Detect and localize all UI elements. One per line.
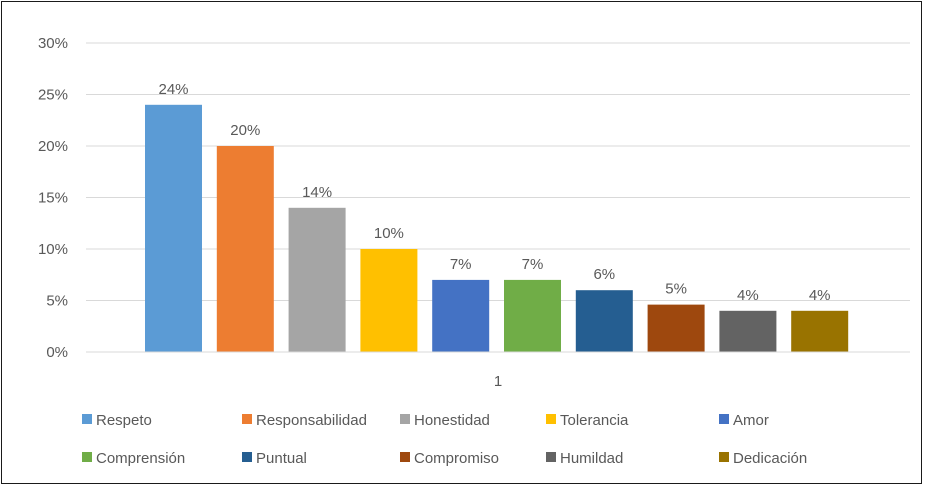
legend-swatch <box>546 414 556 424</box>
legend-swatch <box>82 414 92 424</box>
legend-swatch <box>242 452 252 462</box>
y-axis-ticks: 0% 5% 10% 15% 20% 25% 30% <box>38 35 68 361</box>
data-label: 7% <box>450 256 472 273</box>
legend-label: Dedicación <box>733 450 807 467</box>
data-label: 4% <box>809 287 831 304</box>
y-tick-label: 5% <box>46 293 68 310</box>
x-tick-label: 1 <box>494 373 502 390</box>
bar-puntual <box>575 290 633 352</box>
legend-label: Compromiso <box>414 450 499 467</box>
bar-tolerancia <box>360 249 418 352</box>
legend-label: Amor <box>733 412 769 429</box>
y-tick-label: 20% <box>38 138 68 155</box>
x-axis: 1 <box>86 351 910 390</box>
y-tick-label: 25% <box>38 87 68 104</box>
legend-swatch <box>400 452 410 462</box>
legend-item: Humildad <box>546 450 623 467</box>
gridlines <box>86 42 910 301</box>
legend-label: Comprensión <box>96 450 185 467</box>
y-tick-label: 10% <box>38 241 68 258</box>
data-label: 6% <box>593 266 615 283</box>
legend-label: Humildad <box>560 450 623 467</box>
legend-swatch <box>82 452 92 462</box>
legend-swatch <box>546 452 556 462</box>
bar-responsabilidad <box>216 146 274 352</box>
data-label: 7% <box>522 256 544 273</box>
y-tick-label: 0% <box>46 344 68 361</box>
legend-label: Honestidad <box>414 412 490 429</box>
bar-respeto <box>145 104 202 352</box>
data-label: 4% <box>737 287 759 304</box>
legend-label: Tolerancia <box>560 412 629 429</box>
legend-item: Tolerancia <box>546 412 629 429</box>
bar-compromiso <box>647 304 705 352</box>
bars <box>145 104 849 352</box>
data-label: 24% <box>158 81 188 98</box>
data-label: 10% <box>374 225 404 242</box>
legend-label: Puntual <box>256 450 307 467</box>
bar-humildad <box>719 310 777 352</box>
legend-label: Respeto <box>96 412 152 429</box>
legend-swatch <box>719 414 729 424</box>
legend-item: Compromiso <box>400 450 499 467</box>
bar-dedicación <box>791 310 849 352</box>
y-tick-label: 30% <box>38 35 68 52</box>
legend-swatch <box>242 414 252 424</box>
legend-item: Puntual <box>242 450 307 467</box>
legend-swatch <box>400 414 410 424</box>
data-label: 5% <box>665 281 687 298</box>
legend-item: Dedicación <box>719 450 807 467</box>
legend: Respeto Responsabilidad Honestidad Toleranc… <box>82 412 807 467</box>
legend-item: Comprensión <box>82 450 185 467</box>
y-tick-label: 15% <box>38 190 68 207</box>
legend-swatch <box>719 452 729 462</box>
bar-honestidad <box>288 207 346 352</box>
data-labels: 24% 20% 14% 10% 7% 7% 6% 5% 4% 4% <box>158 81 830 304</box>
bar-amor <box>432 279 490 352</box>
data-label: 20% <box>230 122 260 139</box>
legend-label: Responsabilidad <box>256 412 367 429</box>
legend-item: Respeto <box>82 412 152 429</box>
data-label: 14% <box>302 184 332 201</box>
legend-item: Honestidad <box>400 412 490 429</box>
legend-item: Responsabilidad <box>242 412 367 429</box>
bar-comprensión <box>504 279 561 352</box>
legend-item: Amor <box>719 412 769 429</box>
